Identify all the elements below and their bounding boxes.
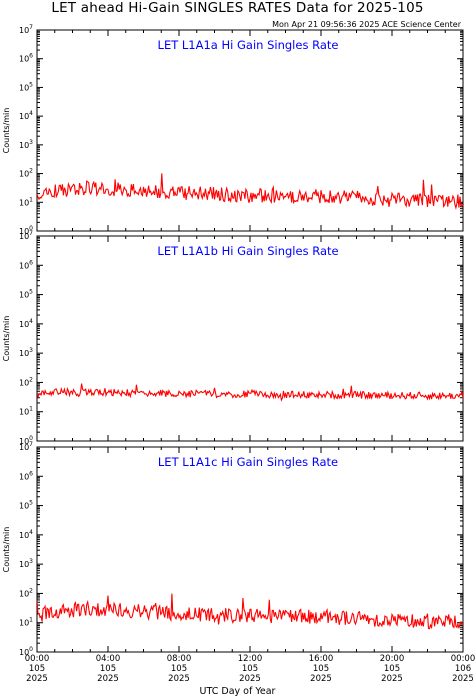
y-tick-label: 104: [19, 318, 33, 329]
x-tick-label: 2025: [310, 674, 332, 684]
x-tick-label: 105: [242, 664, 258, 674]
y-tick-label: 100: [19, 435, 33, 446]
y-tick-label: 106: [19, 470, 33, 481]
plot-frame: [36, 446, 464, 653]
y-tick-label: 102: [19, 587, 33, 598]
x-tick-label: 2025: [452, 674, 474, 684]
x-tick-label: 105: [313, 664, 329, 674]
x-tick-label: 2025: [239, 674, 261, 684]
y-tick-label: 101: [19, 617, 33, 628]
x-tick-label: 00:00: [25, 654, 50, 664]
panel-title: LET L1A1b Hi Gain Singles Rate: [157, 244, 338, 258]
panel-title: LET L1A1a Hi Gain Singles Rate: [158, 38, 339, 52]
y-tick-label: 103: [19, 347, 33, 358]
y-tick-label: 100: [19, 646, 33, 657]
y-tick-label: 102: [19, 168, 33, 179]
series-line: [37, 593, 463, 630]
panel-3: 100 101 102 103 104 105 106 107 Counts/min LET L1…: [2, 441, 464, 657]
plot-frame: [36, 235, 464, 442]
y-tick-label: 107: [19, 441, 33, 452]
y-tick-label: 101: [19, 196, 33, 207]
y-axis-label: Counts/min: [2, 316, 11, 362]
x-tick-label: 04:00: [96, 654, 121, 664]
y-tick-label: 105: [19, 81, 33, 92]
x-tick-label: 106: [455, 664, 471, 674]
panel-2: 100 101 102 103 104 105 106 107 Counts/min LET L1…: [2, 230, 464, 446]
series-line: [37, 383, 463, 402]
panel-1: 100 101 102 103 104 105 106 107 Counts/min LET L1…: [2, 24, 464, 236]
x-axis-label: UTC Day of Year: [199, 686, 276, 697]
x-tick-label: 08:00: [167, 654, 192, 664]
x-tick-label: 105: [384, 664, 400, 674]
x-tick-label: 2025: [26, 674, 48, 684]
x-tick-label: 2025: [168, 674, 190, 684]
x-tick-label: 105: [29, 664, 45, 674]
panel-title: LET L1A1c Hi Gain Singles Rate: [158, 455, 338, 469]
y-tick-label: 107: [19, 230, 33, 241]
x-tick-label: 16:00: [309, 654, 334, 664]
y-tick-label: 105: [19, 289, 33, 300]
y-tick-label: 100: [19, 225, 33, 236]
y-axis-label: Counts/min: [2, 527, 11, 573]
y-tick-label: 106: [19, 53, 33, 64]
y-tick-label: 106: [19, 259, 33, 270]
y-tick-label: 102: [19, 376, 33, 387]
timestamp: Mon Apr 21 09:56:36 2025 ACE Science Cen…: [272, 20, 461, 29]
y-tick-label: 107: [19, 24, 33, 35]
y-axis-label: Counts/min: [2, 108, 11, 154]
series-line: [37, 173, 463, 210]
y-tick-label: 101: [19, 406, 33, 417]
x-tick-label: 20:00: [380, 654, 405, 664]
y-tick-label: 104: [19, 110, 33, 121]
x-tick-label: 105: [100, 664, 116, 674]
y-tick-label: 103: [19, 558, 33, 569]
y-tick-label: 105: [19, 500, 33, 511]
x-tick-label: 2025: [97, 674, 119, 684]
y-tick-label: 104: [19, 529, 33, 540]
y-tick-label: 103: [19, 139, 33, 150]
x-tick-label: 105: [171, 664, 187, 674]
x-tick-label: 12:00: [238, 654, 263, 664]
chart-title: LET ahead Hi-Gain SINGLES RATES Data for…: [51, 0, 424, 16]
x-tick-label: 2025: [381, 674, 403, 684]
x-tick-label: 00:00: [451, 654, 475, 664]
